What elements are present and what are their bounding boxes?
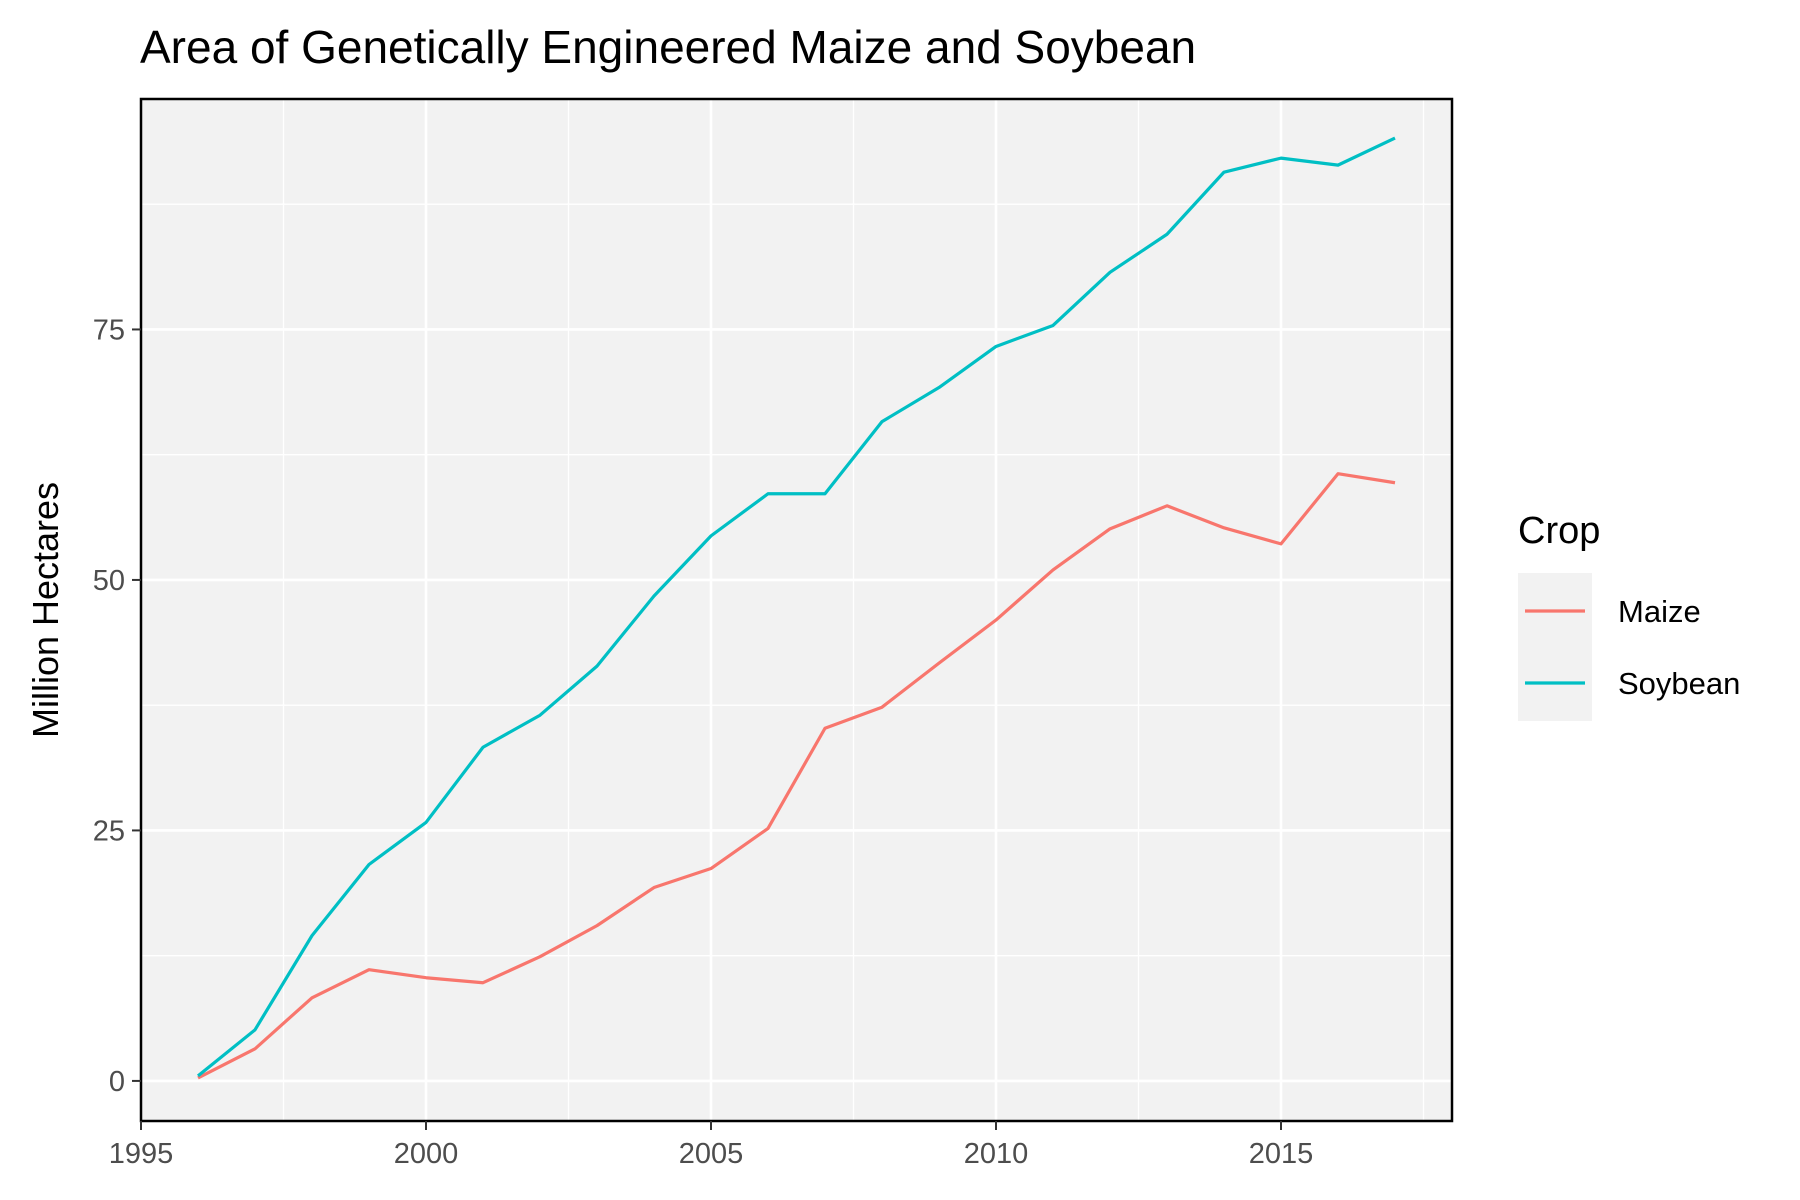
legend-label-soybean: Soybean — [1618, 666, 1740, 701]
series-lines — [196, 136, 1396, 1080]
x-tick-label: 2000 — [394, 1138, 459, 1170]
legend-label-maize: Maize — [1618, 594, 1701, 629]
plot-border — [139, 97, 1454, 1123]
minor-gridlines — [141, 99, 1452, 1121]
legend-title: Crop — [1518, 510, 1600, 552]
y-tick-label: 25 — [93, 815, 125, 847]
y-tick-label: 0 — [109, 1066, 125, 1098]
legend: Crop Maize Soybean — [1518, 510, 1740, 721]
series-line-soybean — [196, 136, 1396, 1078]
legend-items: Maize Soybean — [1518, 573, 1740, 721]
legend-key-background — [1518, 573, 1592, 721]
x-tick-label: 2005 — [679, 1138, 744, 1170]
major-gridlines — [141, 99, 1452, 1121]
x-tick-label: 2010 — [964, 1138, 1029, 1170]
y-tick-label: 75 — [93, 314, 125, 346]
x-tick-label: 2015 — [1249, 1138, 1314, 1170]
chart-title: Area of Genetically Engineered Maize and… — [140, 21, 1196, 73]
x-axis: 1995 2000 2005 2010 2015 — [109, 1121, 1314, 1170]
y-tick-label: 50 — [93, 565, 125, 597]
y-axis: 0 25 50 75 — [93, 314, 141, 1098]
x-tick-label: 1995 — [109, 1138, 174, 1170]
series-line-maize — [197, 472, 1396, 1080]
plot-panel — [141, 99, 1452, 1121]
y-axis-title: Million Hectares — [25, 482, 66, 738]
